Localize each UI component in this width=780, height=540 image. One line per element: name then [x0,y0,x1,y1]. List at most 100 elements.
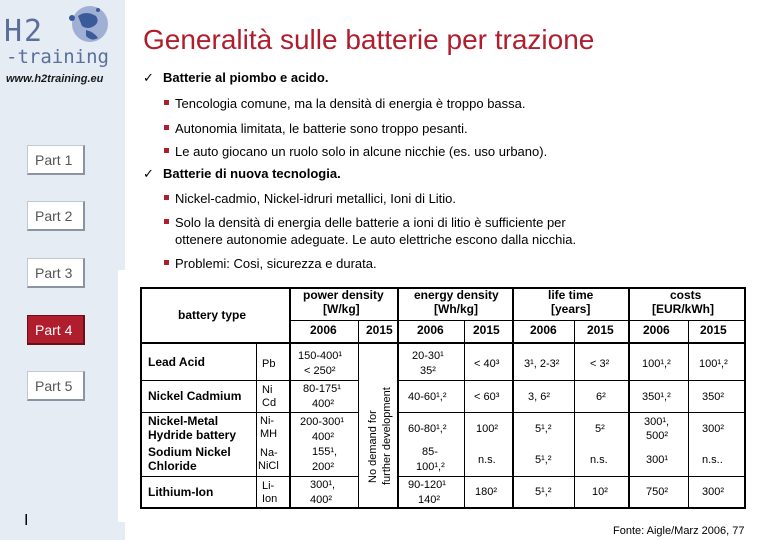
bullet-item: Solo la densità di energia delle batteri… [164,214,566,231]
bullet-item-continued: ottenere autonomie adeguate. Le auto ele… [175,232,577,247]
square-bullet-icon [164,219,169,224]
lithium-ion-costs-2015: 300² [702,486,725,498]
bullet-lead-acid: ✓ Batterie al piombo e acido. [143,70,329,85]
lead-acid-life-2015: < 3² [590,358,610,370]
header-power-density: power density [303,288,384,302]
nickel-cadmium-power-2006: 80-175¹ [303,383,341,395]
tab-part-5[interactable]: Part 5 [27,371,85,401]
logo-training: -training [6,46,109,68]
nickel-metal-costs-2006: 300¹, [644,416,670,428]
page-number: I [24,512,29,529]
row-lithium-ion-symbol: Li- [262,480,275,492]
table-divider [140,342,746,344]
sodium-nickel-life-2015: n.s. [590,454,608,466]
table-divider [140,380,358,381]
sodium-nickel-energy-2006b: 100¹,² [416,461,445,473]
tab-part-3[interactable]: Part 3 [27,258,85,288]
row-nickel-cadmium-symbol2: Cd [262,397,277,409]
tab-part-2[interactable]: Part 2 [27,201,85,231]
nickel-cadmium-energy-2015: < 60³ [474,391,500,403]
lithium-ion-power-2006b: 400² [310,494,333,506]
bullet-item: Autonomia limitata, le batterie sono tro… [164,120,468,137]
bullet-item: Problemi: Cosi, sicurezza e durata. [164,255,377,272]
header-energy-density: energy density [414,288,499,302]
table-divider [397,476,746,477]
lead-acid-energy-2006b: 35² [420,365,436,377]
sodium-nickel-costs-2015: n.s.. [702,454,723,466]
lithium-ion-life-2015: 10² [592,486,608,498]
row-sodium-nickel-name: Sodium Nickel [148,445,231,459]
checkmark-icon: ✓ [143,166,154,181]
battery-comparison-table [140,287,746,509]
row-lithium-ion-symbol2: Ion [262,493,278,505]
nickel-cadmium-costs-2015: 350² [702,391,725,403]
row-sodium-nickel-symbol2: NiCl [258,460,279,472]
lithium-ion-costs-2006: 750² [646,486,669,498]
square-bullet-icon [164,125,169,130]
row-nickel-metal-symbol: Ni- [260,415,275,427]
lead-acid-life-2006: 3¹, 2-3² [524,358,560,370]
nickel-metal-life-2015: 5² [595,423,605,435]
nickel-cadmium-energy-2006: 40-60¹,² [408,391,447,403]
table-divider [140,412,358,413]
nickel-metal-energy-2015: 100² [476,423,499,435]
sodium-nickel-costs-2006: 300¹ [646,454,669,466]
square-bullet-icon [164,148,169,153]
lead-acid-power-2006b: < 250² [304,365,336,377]
square-bullet-icon [164,260,169,265]
year-power-2006: 2006 [310,323,337,337]
header-costs-unit: [EUR/kWh] [652,302,714,316]
year-life-2015: 2015 [587,323,614,337]
header-battery-type: battery type [178,308,247,322]
nickel-metal-energy-2006: 60-80¹,² [408,423,447,435]
year-energy-2015: 2015 [473,323,500,337]
lithium-ion-power-2006: 300¹, [310,479,336,491]
sodium-nickel-life-2006: 5¹,² [535,454,552,466]
row-nickel-cadmium-symbol: Ni [262,384,273,396]
row-nickel-metal-symbol2: MH [260,428,278,440]
year-costs-2015: 2015 [700,323,727,337]
header-life-time: life time [548,288,594,302]
bullet-item: Tencologia comune, ma la densità di ener… [164,95,526,112]
row-lead-acid-name: Lead Acid [148,355,205,369]
bullet-item: Nickel-cadmio, Nickel-idruri metallici, … [164,190,456,207]
sodium-nickel-power-2006b: 200² [312,461,335,473]
sidebar: H2 -training www.h2training.eu Part 1 Pa… [0,0,125,540]
table-divider [140,476,358,477]
tab-part-1[interactable]: Part 1 [27,145,85,175]
lithium-ion-energy-2006: 90-120¹ [408,479,446,491]
no-demand-note: No demand for further development [367,387,393,485]
nickel-metal-costs-2015: 300² [702,423,725,435]
square-bullet-icon [164,100,169,105]
row-sodium-nickel-symbol: Na- [260,447,278,459]
lead-acid-power-2006: 150-400¹ [298,350,343,362]
lead-acid-energy-2006: 20-30¹ [412,350,444,362]
table-divider [256,344,257,508]
row-nickel-cadmium-name: Nickel Cadmium [148,389,242,403]
site-url[interactable]: www.h2training.eu [6,73,104,85]
table-divider [628,287,630,509]
year-power-2015: 2015 [366,323,393,337]
logo-h2: H2 [4,14,45,49]
tab-part-4[interactable]: Part 4 [27,315,85,345]
table-divider [397,380,746,381]
nickel-cadmium-life-2006: 3, 6² [528,391,551,403]
table-backdrop [118,270,758,522]
lead-acid-energy-2015: < 40³ [474,358,500,370]
nickel-cadmium-life-2015: 6² [596,391,606,403]
nickel-cadmium-costs-2006: 350¹,² [642,391,671,403]
table-divider [574,320,575,509]
sodium-nickel-power-2006: 155¹, [312,446,338,458]
nickel-metal-power-2006b: 400² [312,431,335,443]
row-nickel-metal-name: Nickel-Metal [148,414,219,428]
nickel-metal-power-2006: 200-300¹ [300,416,345,428]
row-sodium-nickel-name2: Chloride [148,459,197,473]
table-divider [397,412,746,413]
year-costs-2006: 2006 [643,323,670,337]
nickel-metal-life-2006: 5¹,² [535,423,552,435]
header-power-unit: [W/kg] [323,302,360,316]
lithium-ion-life-2006: 5¹,² [535,486,552,498]
table-divider [289,287,291,509]
nickel-cadmium-power-2006b: 400² [312,398,335,410]
nickel-metal-costs-2006b: 500² [646,430,669,442]
